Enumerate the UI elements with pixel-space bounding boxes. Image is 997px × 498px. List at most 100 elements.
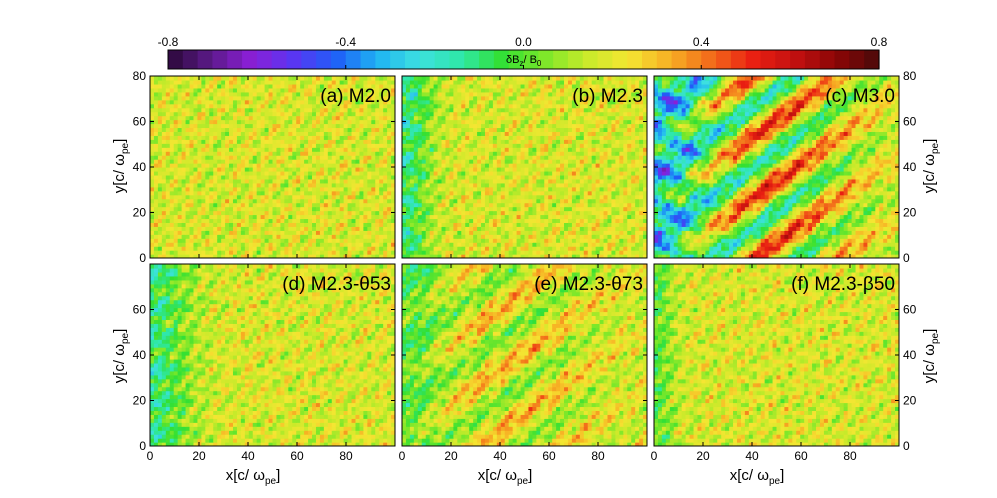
heatmap-cell [169, 87, 175, 93]
heatmap-cell [221, 230, 226, 235]
heatmap-cell [181, 194, 187, 200]
heatmap-cell [185, 111, 191, 117]
heatmap-cell [201, 230, 206, 235]
heatmap-cell [607, 202, 613, 208]
heatmap-cell [631, 254, 636, 258]
heatmap-cell [367, 242, 372, 247]
heatmap-cell [603, 234, 609, 239]
heatmap-cell [599, 178, 605, 184]
heatmap-cell [587, 234, 593, 239]
heatmap-cell [449, 131, 454, 136]
heatmap-cell [288, 131, 293, 136]
heatmap-cell [201, 226, 206, 231]
heatmap-cell [153, 131, 159, 136]
heatmap-cell [504, 127, 510, 132]
heatmap-cell [508, 163, 514, 168]
heatmap-cell [465, 131, 470, 136]
heatmap-cell [405, 214, 411, 220]
heatmap-cell [244, 147, 250, 152]
heatmap-cell [339, 242, 345, 247]
heatmap-cell [512, 174, 518, 180]
heatmap-cell [339, 174, 345, 180]
heatmap-cell [335, 178, 341, 184]
heatmap-cell [236, 234, 242, 239]
heatmap-cell [359, 79, 364, 85]
heatmap-cell [567, 214, 573, 220]
heatmap-cell [619, 170, 624, 176]
heatmap-cell [272, 103, 278, 109]
heatmap-cell [343, 151, 349, 156]
heatmap-cell [173, 155, 179, 160]
heatmap-cell [276, 170, 281, 176]
heatmap-cell [280, 119, 285, 125]
heatmap-cell [492, 147, 498, 152]
heatmap-cell [323, 103, 329, 109]
heatmap-cell [161, 242, 167, 247]
heatmap-cell [457, 210, 462, 216]
heatmap-cell [383, 123, 388, 129]
heatmap-cell [528, 174, 533, 180]
heatmap-cell [300, 230, 305, 235]
heatmap-cell [308, 79, 313, 85]
heatmap-cell [161, 238, 167, 243]
heatmap-cell [383, 214, 388, 220]
heatmap-cell [217, 210, 222, 216]
heatmap-cell [536, 246, 541, 251]
heatmap-cell [189, 127, 195, 132]
heatmap-cell [185, 254, 191, 258]
heatmap-cell [205, 174, 210, 180]
heatmap-cell [387, 194, 392, 200]
heatmap-cell [508, 246, 514, 251]
heatmap-cell [264, 182, 270, 188]
heatmap-cell [292, 182, 297, 188]
heatmap-cell [623, 222, 628, 227]
heatmap-cell [595, 159, 601, 164]
heatmap-cell [189, 99, 195, 105]
heatmap-cell [429, 155, 435, 160]
heatmap-cell [615, 202, 620, 208]
heatmap-cell [193, 170, 199, 176]
heatmap-cell [402, 186, 407, 192]
heatmap-cell [331, 242, 337, 247]
heatmap-cell [197, 206, 202, 212]
heatmap-cell [236, 206, 242, 212]
heatmap-cell [457, 151, 462, 156]
heatmap-cell [209, 242, 214, 247]
heatmap-cell [252, 190, 258, 196]
heatmap-cell [312, 147, 317, 152]
heatmap-cell [331, 182, 337, 188]
heatmap-cell [300, 111, 305, 117]
heatmap-cell [556, 186, 561, 192]
heatmap-cell [355, 210, 361, 216]
heatmap-cell [461, 250, 466, 255]
heatmap-cell [504, 131, 510, 136]
heatmap-cell [379, 76, 384, 81]
heatmap-cell [288, 170, 293, 176]
heatmap-cell [209, 214, 214, 220]
heatmap-cell [221, 246, 226, 251]
heatmap-cell [383, 95, 388, 101]
heatmap-cell [197, 159, 202, 164]
heatmap-cell [560, 155, 565, 160]
heatmap-cell [272, 83, 278, 89]
heatmap-cell [371, 246, 376, 251]
heatmap-cell [240, 76, 246, 81]
heatmap-cell [205, 95, 210, 101]
heatmap-cell [252, 214, 258, 220]
heatmap-cell [387, 234, 392, 239]
heatmap-cell [201, 174, 206, 180]
heatmap-cell [272, 99, 278, 105]
heatmap-cell [508, 159, 514, 164]
heatmap-cell [375, 159, 380, 164]
heatmap-cell [611, 147, 616, 152]
heatmap-cell [469, 127, 474, 132]
heatmap-cell [276, 83, 281, 89]
heatmap-cell [209, 230, 214, 235]
heatmap-cell [532, 163, 537, 168]
heatmap-cell [240, 135, 246, 140]
heatmap-cell [248, 151, 254, 156]
heatmap-cell [232, 107, 238, 113]
heatmap-cell [367, 210, 372, 216]
heatmap-cell [587, 147, 593, 152]
heatmap-cell [363, 174, 368, 180]
